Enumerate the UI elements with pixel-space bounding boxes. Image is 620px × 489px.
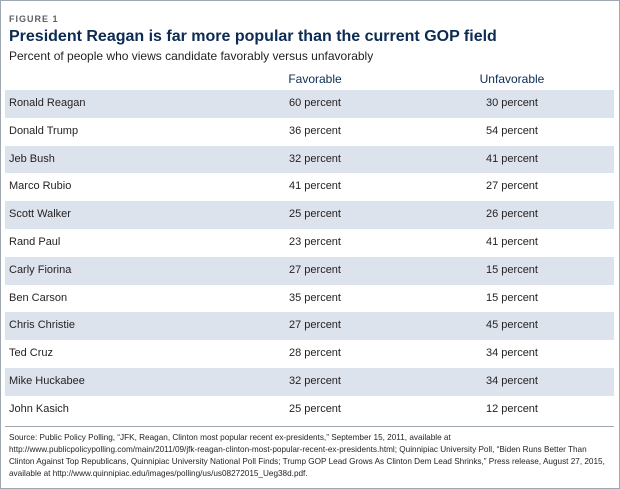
table-row: Jeb Bush 32 percent 41 percent: [5, 145, 614, 174]
table-row: Ronald Reagan 60 percent 30 percent: [5, 90, 614, 118]
favorable-value: 27 percent: [289, 263, 341, 276]
figure-label: FIGURE 1: [9, 14, 59, 24]
table-row: Carly Fiorina 27 percent 15 percent: [5, 256, 614, 285]
chart-subtitle: Percent of people who views candidate fa…: [9, 49, 374, 63]
candidate-name: Marco Rubio: [9, 180, 72, 193]
unfavorable-value: 45 percent: [486, 319, 538, 332]
favorable-value: 60 percent: [289, 97, 341, 109]
table-row: John Kasich 25 percent 12 percent: [5, 395, 614, 424]
table-row: Rand Paul 23 percent 41 percent: [5, 228, 614, 257]
favorability-table: Favorable Unfavorable Ronald Reagan 60 pe…: [5, 68, 614, 424]
favorable-value: 25 percent: [289, 208, 341, 221]
favorable-value: 41 percent: [289, 180, 341, 193]
unfavorable-value: 54 percent: [486, 124, 538, 137]
unfavorable-value: 34 percent: [486, 347, 538, 360]
favorable-value: 35 percent: [289, 291, 341, 304]
column-header-unfavorable: Unfavorable: [479, 72, 545, 86]
candidate-name: Ted Cruz: [9, 347, 54, 360]
favorable-value: 27 percent: [289, 319, 341, 332]
source-divider: [5, 426, 614, 427]
table-row: Donald Trump 36 percent 54 percent: [5, 117, 614, 146]
candidate-name: Scott Walker: [9, 208, 71, 221]
unfavorable-value: 26 percent: [486, 208, 538, 221]
candidate-name: Ronald Reagan: [9, 97, 86, 109]
favorable-value: 32 percent: [289, 374, 341, 387]
unfavorable-value: 41 percent: [486, 152, 538, 165]
table-row: Mike Huckabee 32 percent 34 percent: [5, 367, 614, 396]
candidate-name: Rand Paul: [9, 235, 61, 248]
favorable-value: 23 percent: [289, 235, 341, 248]
table-row: Marco Rubio 41 percent 27 percent: [5, 173, 614, 202]
unfavorable-value: 12 percent: [486, 402, 538, 415]
favorable-value: 32 percent: [289, 152, 341, 165]
candidate-name: Ben Carson: [9, 291, 68, 304]
unfavorable-value: 27 percent: [486, 180, 538, 193]
table-header: Favorable Unfavorable: [5, 68, 614, 90]
unfavorable-value: 15 percent: [486, 263, 538, 276]
candidate-name: Mike Huckabee: [9, 374, 85, 387]
column-header-favorable: Favorable: [288, 72, 342, 86]
table-row: Chris Christie 27 percent 45 percent: [5, 312, 614, 341]
table-row: Scott Walker 25 percent 26 percent: [5, 201, 614, 229]
unfavorable-value: 41 percent: [486, 235, 538, 248]
favorable-value: 25 percent: [289, 402, 341, 415]
candidate-name: Chris Christie: [9, 319, 76, 332]
favorable-value: 36 percent: [289, 124, 341, 137]
source-note: Source: Public Policy Polling, “JFK, Rea…: [9, 433, 605, 478]
unfavorable-value: 34 percent: [486, 374, 538, 387]
candidate-name: Carly Fiorina: [9, 263, 72, 276]
chart-title: President Reagan is far more popular tha…: [9, 28, 497, 45]
candidate-name: Jeb Bush: [9, 152, 55, 165]
candidate-name: John Kasich: [9, 402, 69, 415]
unfavorable-value: 15 percent: [486, 291, 538, 304]
unfavorable-value: 30 percent: [486, 97, 538, 109]
table-body: Ronald Reagan 60 percent 30 percent Donald …: [5, 90, 614, 424]
table-row: Ben Carson 35 percent 15 percent: [5, 284, 614, 313]
candidate-name: Donald Trump: [9, 124, 79, 137]
table-row: Ted Cruz 28 percent 34 percent: [5, 340, 614, 368]
favorable-value: 28 percent: [289, 347, 341, 360]
